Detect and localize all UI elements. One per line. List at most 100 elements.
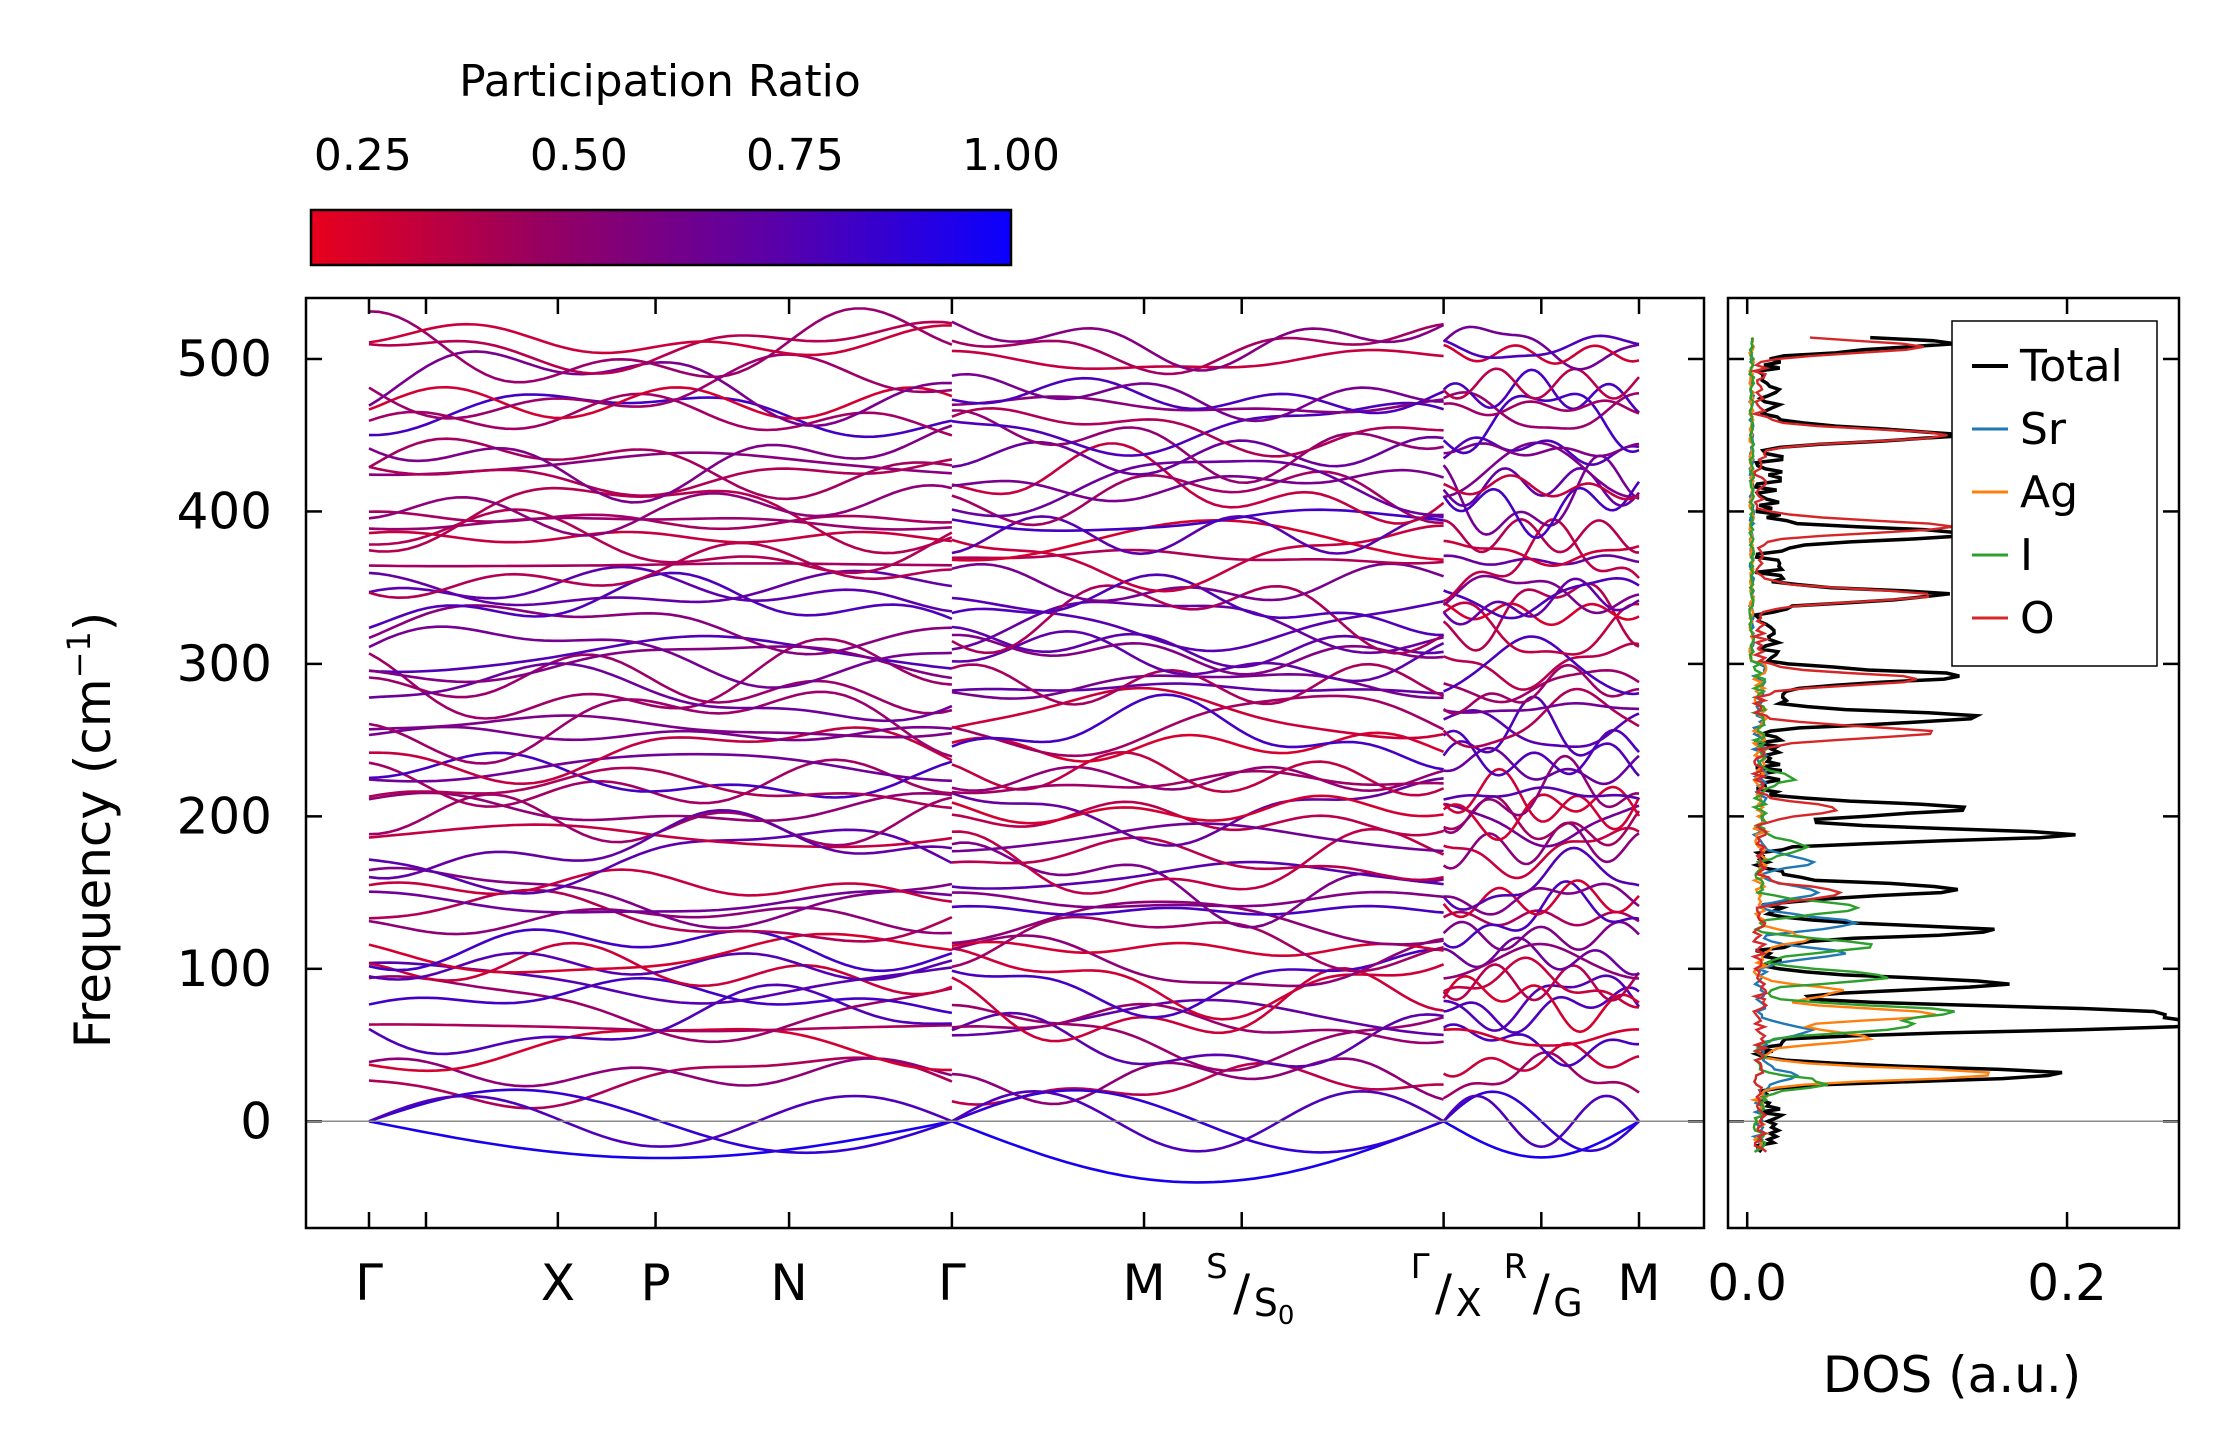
phonon-band [368, 562, 952, 568]
phonon-band [1443, 441, 1640, 499]
k-label-slash: / [1233, 1264, 1250, 1322]
phonon-band [951, 777, 1444, 847]
legend-entry: O [1972, 593, 2055, 644]
legend-label: I [2020, 530, 2033, 581]
phonon-band [951, 468, 1444, 503]
phonon-band [951, 514, 1444, 556]
phonon-band [1442, 879, 1640, 919]
phonon-band [368, 808, 953, 880]
dos-plot: 0.0 0.2 DOS (a.u.) Total Sr Ag IO [1707, 296, 2181, 1404]
colorbar-bar [309, 208, 1013, 267]
phonon-band [951, 940, 1444, 957]
phonon-band [368, 828, 953, 895]
phonon-band [1442, 728, 1640, 777]
phonon-band [951, 827, 1445, 895]
phonon-band [951, 890, 1444, 909]
phonon-band [368, 976, 953, 1015]
phonon-band [368, 932, 953, 974]
k-point-label: P [640, 1254, 670, 1312]
phonon-band [368, 424, 953, 504]
acoustic-band [368, 1120, 953, 1160]
phonon-band [951, 600, 1444, 655]
k-label-sub: X [1456, 1281, 1482, 1325]
phonon-band [368, 866, 953, 930]
dos-x-axis-label: DOS (a.u.) [1823, 1346, 2082, 1404]
k-point-split-label: Γ / X [1411, 1247, 1482, 1325]
phonon-band [951, 948, 1444, 1019]
phonon-band [368, 353, 953, 420]
phonon-band [368, 690, 953, 765]
phonon-band [951, 625, 1444, 669]
phonon-band [368, 516, 952, 531]
k-point-label: M [1122, 1254, 1165, 1312]
dos-legend: Total Sr Ag IO [1951, 320, 2158, 667]
phonon-band [1443, 1028, 1639, 1047]
y-tick-label: 500 [177, 330, 272, 388]
colorbar-title: Participation Ratio [459, 56, 861, 107]
k-label-sup: Γ [1411, 1247, 1430, 1287]
phonon-band [368, 928, 953, 973]
phonon-band [368, 868, 953, 903]
phonon-band [368, 637, 953, 720]
legend-label: Total [2019, 341, 2123, 392]
phonon-band [1442, 821, 1640, 870]
phonon-band [368, 662, 953, 723]
phonon-band [368, 322, 952, 357]
k-point-label: M [1617, 1254, 1660, 1312]
phonon-band [951, 822, 1444, 853]
phonon-band [368, 941, 953, 996]
y-tick-label: 100 [177, 940, 272, 998]
acoustic-band [1442, 1120, 1640, 1159]
phonon-band [368, 714, 953, 739]
phonon-band [368, 320, 953, 375]
phonon-band [1443, 474, 1640, 501]
k-point-label: X [541, 1254, 575, 1312]
phonon-band [368, 565, 953, 613]
dos-x-tick-label: 0.2 [2027, 1254, 2107, 1312]
phonon-band [368, 385, 953, 420]
phonon-band [368, 307, 953, 384]
phonon-band [951, 322, 1444, 376]
phonon-band [951, 562, 1445, 603]
y-tick-label: 400 [177, 482, 272, 540]
phonon-band [951, 904, 1444, 917]
phonon-band [1442, 963, 1641, 1002]
phonon-band [1442, 663, 1640, 715]
colorbar-tick-label: 0.50 [530, 130, 628, 181]
phonon-band [1442, 436, 1640, 466]
acoustic-band [368, 1094, 953, 1148]
phonon-band [368, 634, 953, 674]
phonon-band [1442, 582, 1640, 652]
phonon-band [368, 1027, 952, 1073]
phonon-band [1443, 826, 1640, 880]
phonon-band [951, 694, 1445, 758]
legend-entry: Sr [1972, 404, 2067, 455]
dos-plot-frame [1726, 296, 2181, 1230]
phonon-band [1442, 846, 1640, 911]
phonon-band [1443, 576, 1640, 620]
k-label-sup: R [1504, 1247, 1528, 1287]
phonon-band [1443, 956, 1640, 1009]
phonon-band [1443, 1042, 1640, 1078]
dos-curve-total [1750, 335, 2179, 1154]
k-point-label: Γ [355, 1254, 383, 1312]
phonon-band [368, 350, 952, 428]
phonon-band [951, 794, 1444, 825]
k-point-split-label: R / G [1504, 1247, 1583, 1325]
phonon-band [368, 458, 953, 498]
phonon-band [951, 860, 1444, 890]
phonon-band [368, 541, 952, 600]
phonon-band [1443, 936, 1640, 976]
phonon-band [951, 409, 1444, 485]
phonon-band [951, 548, 1444, 565]
colorbar-tick-label: 0.25 [314, 130, 412, 181]
y-tick-label: 200 [177, 787, 272, 845]
legend-items: Total Sr Ag IO [1972, 341, 2123, 644]
phonon-band [1443, 909, 1640, 927]
phonon-band [1443, 554, 1640, 566]
phonon-band [368, 766, 953, 810]
phonon-band [368, 437, 953, 501]
k-label-sub: S0 [1254, 1281, 1295, 1331]
phonon-band [1443, 334, 1640, 359]
y-tick-label: 300 [177, 635, 272, 693]
